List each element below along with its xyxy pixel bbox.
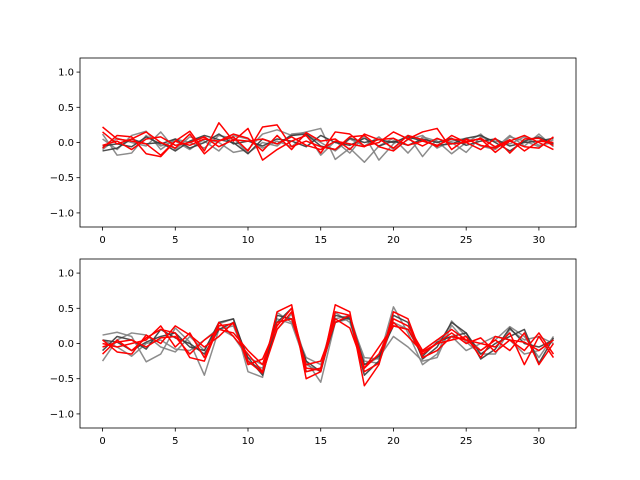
series-group xyxy=(101,122,554,163)
series-line-7 xyxy=(102,307,555,372)
series-line-4 xyxy=(102,133,554,149)
subplot-top: 0 5 10 15 20 25 30 −1.0 −0.5 0.0 0.5 1.0 xyxy=(50,57,577,246)
x-tick-label: 10 xyxy=(242,436,255,447)
series-line-8 xyxy=(102,314,554,369)
series-group xyxy=(101,304,555,387)
series-line-8 xyxy=(102,134,554,154)
y-tick-label: 0.5 xyxy=(58,304,74,315)
y-tick-label: 0.0 xyxy=(58,138,74,149)
y-tick-label: 0.5 xyxy=(58,103,74,114)
x-tick-label: 15 xyxy=(314,436,327,447)
y-tick-label: −0.5 xyxy=(50,374,74,385)
y-tick-label: −0.5 xyxy=(50,173,74,184)
y-tick-label: 1.0 xyxy=(58,269,74,280)
x-tick-label: 25 xyxy=(460,235,473,246)
y-tick-label: 1.0 xyxy=(58,68,74,79)
y-tick-label: 0.0 xyxy=(58,339,74,350)
x-tick-label: 20 xyxy=(387,235,400,246)
x-tick-label: 20 xyxy=(387,436,400,447)
x-tick-label: 30 xyxy=(533,436,546,447)
subplot-bottom: 0 5 10 15 20 25 30 −1.0 −0.5 0.0 0.5 1.0 xyxy=(50,258,577,447)
x-tick-label: 0 xyxy=(99,436,105,447)
series-line-7 xyxy=(102,131,554,155)
y-tick-label: −1.0 xyxy=(50,409,74,420)
series-line-5 xyxy=(102,122,554,161)
x-tick-label: 0 xyxy=(99,235,105,246)
y-tick-label: −1.0 xyxy=(50,208,74,219)
x-tick-label: 15 xyxy=(314,235,327,246)
x-tick-label: 30 xyxy=(533,235,546,246)
x-tick-label: 25 xyxy=(460,436,473,447)
x-tick-label: 5 xyxy=(172,235,178,246)
x-tick-label: 10 xyxy=(242,235,255,246)
x-tick-label: 5 xyxy=(172,436,178,447)
